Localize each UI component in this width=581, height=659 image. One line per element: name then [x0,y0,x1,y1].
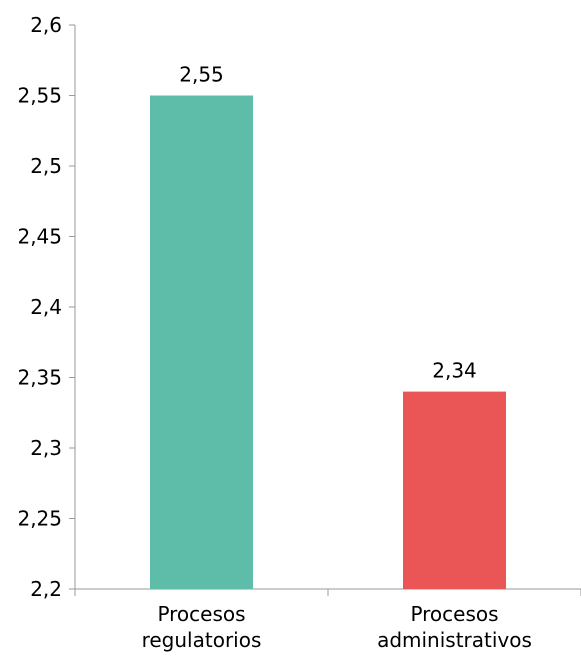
x-category-label: Procesos regulatorios [142,602,262,652]
y-tick-label: 2,45 [17,225,62,249]
x-category-label: Procesos administrativos [377,602,532,652]
x-category-label-line: regulatorios [142,628,262,652]
y-tick-label: 2,25 [17,507,62,531]
bar-data-label: 2,55 [179,63,224,87]
y-tick-label: 2,6 [30,13,62,37]
bars [150,95,506,589]
data-labels: 2,55 2,34 [179,63,477,383]
y-tick-label: 2,2 [30,577,62,601]
bar [150,95,253,589]
y-tick-label: 2,3 [30,436,62,460]
bar [403,391,506,589]
y-axis: 2,2 2,25 2,3 2,35 2,4 2,45 2,5 2,55 2,6 [17,13,76,601]
y-tick-label: 2,4 [30,295,62,319]
y-tick-label: 2,55 [17,84,62,108]
y-tick-label: 2,35 [17,366,62,390]
bar-data-label: 2,34 [432,359,477,383]
x-category-label-line: Procesos [410,602,498,626]
x-category-label-line: Procesos [157,602,245,626]
x-category-label-line: administrativos [377,628,532,652]
y-tick-label: 2,5 [30,154,62,178]
